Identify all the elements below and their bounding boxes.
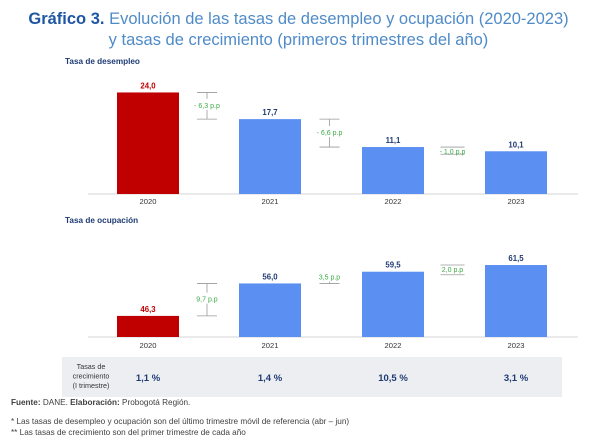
- bar-value-label: 56,0: [262, 272, 278, 281]
- growth-value-2021: 1,4 %: [258, 373, 283, 384]
- chart-title-prefix: Gráfico 3.: [28, 10, 105, 28]
- change-label: - 6,6 p.p: [317, 130, 343, 137]
- change-label: 3,5 p.p: [319, 275, 341, 282]
- panel-title: Tasa de desempleo: [65, 57, 140, 66]
- change-label: - 1,0 p.p: [440, 149, 466, 156]
- bar-value-label: 17,7: [262, 108, 277, 117]
- growth-row-background: [62, 357, 562, 397]
- growth-row-label: crecimiento: [73, 372, 110, 381]
- change-label-bg: [315, 270, 344, 282]
- footnote-1: * Las tasas de desempleo y ocupación son…: [11, 417, 350, 426]
- bar-value-label: 11,1: [386, 136, 401, 145]
- growth-value-2020: 1,1 %: [136, 373, 161, 384]
- bar-2021: [239, 283, 301, 337]
- change-label: 9,7 p.p: [196, 297, 218, 304]
- bar-2020: [117, 92, 179, 194]
- change-label-bg: [193, 292, 221, 304]
- bar-value-label: 46,3: [140, 305, 156, 314]
- x-tick-label: 2022: [385, 197, 402, 206]
- growth-row-label: (I trimestre): [73, 381, 110, 390]
- bar-value-label: 61,5: [508, 254, 524, 263]
- x-tick-label: 2021: [262, 341, 279, 350]
- bar-value-label: 10,1: [508, 140, 524, 149]
- bar-2021: [239, 119, 301, 194]
- source-label: Fuente:: [11, 398, 41, 407]
- x-tick-label: 2023: [508, 197, 525, 206]
- change-label-bg: [315, 126, 344, 138]
- x-tick-label: 2022: [385, 341, 402, 350]
- change-label: - 6,3 p.p: [194, 103, 220, 110]
- x-tick-label: 2020: [140, 341, 157, 350]
- source-line: Fuente: DANE. Elaboración: Probogotá Reg…: [11, 398, 190, 407]
- change-label-bg: [193, 98, 221, 110]
- change-label: 2,0 p.p: [442, 267, 464, 274]
- bar-2020: [117, 315, 179, 337]
- bar-value-label: 24,0: [140, 81, 156, 90]
- bar-2022: [362, 271, 424, 337]
- x-tick-label: 2021: [262, 197, 279, 206]
- x-tick-label: 2020: [140, 197, 157, 206]
- footnote-2: ** Las tasas de crecimiento son del prim…: [11, 428, 246, 437]
- bar-value-label: 59,5: [385, 261, 401, 270]
- bar-2023: [485, 265, 547, 337]
- elaboration-label: Elaboración:: [70, 398, 120, 407]
- chart-title-line1: Evolución de las tasas de desempleo y oc…: [109, 10, 569, 28]
- growth-value-2022: 10,5 %: [378, 373, 408, 384]
- x-tick-label: 2023: [508, 341, 525, 350]
- chart-title: Gráfico 3. Evolución de las tasas de des…: [0, 9, 597, 51]
- elaboration-text: Probogotá Región.: [122, 398, 191, 407]
- bar-2022: [362, 147, 424, 194]
- source-text: DANE.: [42, 398, 68, 407]
- growth-value-2023: 3,1 %: [504, 373, 529, 384]
- chart-title-line2: y tasas de crecimiento (primeros trimest…: [108, 31, 489, 49]
- growth-row-label: Tasas de: [77, 362, 106, 371]
- bar-2023: [485, 151, 547, 194]
- panel-title: Tasa de ocupación: [65, 216, 138, 225]
